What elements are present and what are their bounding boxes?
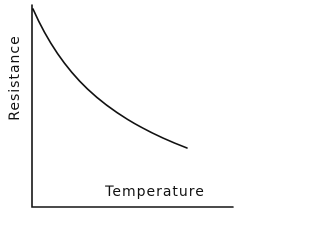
curve [32,8,188,149]
y-axis-label: Resistance [7,35,23,120]
x-axis-label: Temperature [104,184,205,200]
page: {"chart_data": {"type": "line", "x_label… [7,4,234,208]
chart: Temperature Resistance [7,4,234,208]
axes [31,4,234,208]
